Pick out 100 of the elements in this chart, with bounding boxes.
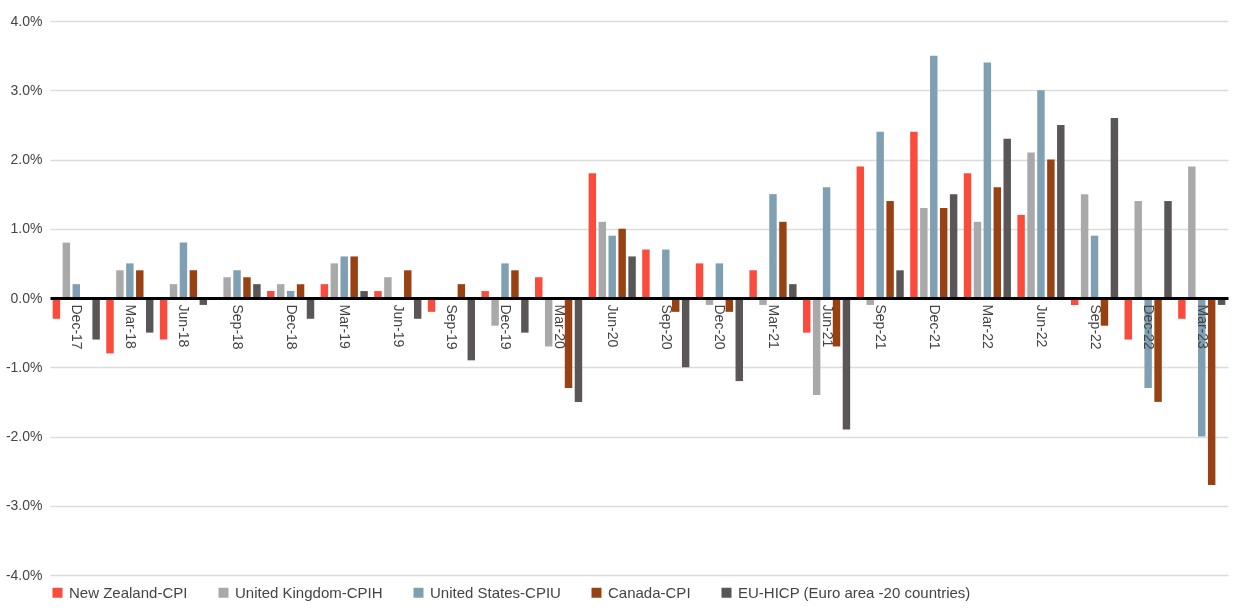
x-tick-label: Mar-20 bbox=[551, 304, 568, 350]
bar bbox=[350, 256, 358, 298]
x-tick-label: Dec-18 bbox=[283, 304, 300, 350]
bar bbox=[404, 270, 412, 298]
bar bbox=[92, 298, 100, 340]
bar bbox=[267, 291, 275, 298]
x-tick-label: Jun-20 bbox=[605, 304, 622, 348]
bar bbox=[1134, 201, 1142, 298]
bar bbox=[374, 291, 382, 298]
y-tick-label: -1.0% bbox=[5, 358, 43, 375]
y-tick-label: -3.0% bbox=[5, 497, 43, 514]
bar bbox=[360, 291, 368, 298]
y-tick-label: 2.0% bbox=[10, 151, 43, 167]
bar bbox=[842, 298, 851, 430]
bar bbox=[535, 277, 543, 298]
bar bbox=[340, 256, 348, 298]
bar bbox=[598, 221, 606, 298]
x-tick-label: Mar-18 bbox=[122, 304, 139, 350]
legend-label: United States-CPIU bbox=[430, 583, 561, 601]
x-tick-label: Dec-20 bbox=[712, 304, 729, 350]
bar bbox=[253, 284, 261, 298]
x-tick-label: Mar-23 bbox=[1194, 304, 1211, 350]
x-tick-label: Dec-21 bbox=[926, 304, 943, 350]
x-tick-label: Mar-21 bbox=[765, 304, 782, 350]
bar bbox=[481, 291, 489, 298]
bar bbox=[735, 298, 743, 382]
bar bbox=[136, 270, 144, 298]
bar bbox=[1164, 201, 1172, 298]
bar bbox=[803, 298, 811, 333]
bar bbox=[491, 298, 499, 326]
bar bbox=[1188, 166, 1196, 298]
bar bbox=[1080, 194, 1089, 298]
bar bbox=[1003, 138, 1011, 298]
bar bbox=[1027, 152, 1035, 298]
bar bbox=[993, 187, 1002, 298]
bar bbox=[1124, 298, 1133, 340]
bar bbox=[983, 62, 992, 298]
bar bbox=[564, 298, 573, 389]
bar bbox=[1047, 159, 1055, 298]
bar bbox=[223, 277, 231, 298]
bar bbox=[939, 207, 948, 298]
bar bbox=[949, 194, 958, 298]
bar bbox=[695, 263, 704, 298]
bar bbox=[769, 194, 777, 298]
bar bbox=[1207, 298, 1216, 485]
bar bbox=[681, 298, 690, 368]
x-tick-label: Mar-22 bbox=[980, 304, 997, 350]
bar bbox=[1110, 117, 1119, 298]
bar bbox=[574, 298, 583, 402]
x-tick-label: Mar-19 bbox=[337, 304, 354, 350]
bar bbox=[812, 298, 821, 395]
x-tick-label: Sep-18 bbox=[230, 304, 247, 350]
y-tick-label: 0.0% bbox=[10, 289, 43, 306]
x-tick-label: Jun-22 bbox=[1033, 304, 1050, 348]
bar bbox=[608, 235, 616, 298]
legend-label: Canada-CPI bbox=[608, 583, 691, 601]
bar bbox=[789, 284, 797, 298]
bar bbox=[876, 131, 884, 298]
x-tick-label: Sep-19 bbox=[444, 304, 461, 350]
x-tick-label: Sep-21 bbox=[873, 304, 890, 350]
x-tick-label: Dec-22 bbox=[1141, 304, 1158, 350]
bar bbox=[930, 55, 938, 298]
bar bbox=[920, 207, 928, 298]
x-tick-label: Dec-17 bbox=[69, 304, 86, 350]
bar bbox=[973, 221, 982, 298]
bar bbox=[1178, 298, 1186, 319]
bar bbox=[145, 298, 154, 333]
bar bbox=[1017, 214, 1025, 298]
bar bbox=[896, 270, 904, 298]
bar bbox=[501, 263, 509, 298]
bar bbox=[749, 270, 757, 298]
bar bbox=[106, 298, 114, 354]
bar bbox=[243, 277, 251, 298]
bar bbox=[467, 298, 475, 361]
bar bbox=[642, 249, 650, 298]
bar bbox=[62, 242, 71, 298]
bar bbox=[1090, 235, 1099, 298]
bar bbox=[618, 228, 626, 298]
bar bbox=[1154, 298, 1162, 402]
bar bbox=[662, 249, 670, 298]
bar bbox=[159, 298, 168, 340]
x-tick-label: Sep-22 bbox=[1087, 304, 1104, 350]
legend-label: EU-HICP (Euro area -20 countries) bbox=[738, 583, 971, 601]
bar bbox=[822, 187, 831, 298]
bar bbox=[511, 270, 519, 298]
bar bbox=[521, 298, 529, 333]
bar bbox=[856, 166, 865, 298]
bar bbox=[963, 173, 972, 298]
y-tick-label: 4.0% bbox=[10, 12, 43, 29]
bar bbox=[886, 201, 894, 298]
bar bbox=[715, 263, 724, 298]
bar bbox=[233, 270, 241, 298]
bar bbox=[189, 270, 198, 298]
bar bbox=[179, 242, 188, 298]
bar bbox=[779, 221, 787, 298]
bar bbox=[628, 256, 636, 298]
legend-label: United Kingdom-CPIH bbox=[235, 583, 383, 601]
y-tick-label: -4.0% bbox=[5, 566, 43, 583]
y-tick-label: 3.0% bbox=[10, 81, 43, 98]
y-tick-label: 1.0% bbox=[10, 220, 43, 237]
